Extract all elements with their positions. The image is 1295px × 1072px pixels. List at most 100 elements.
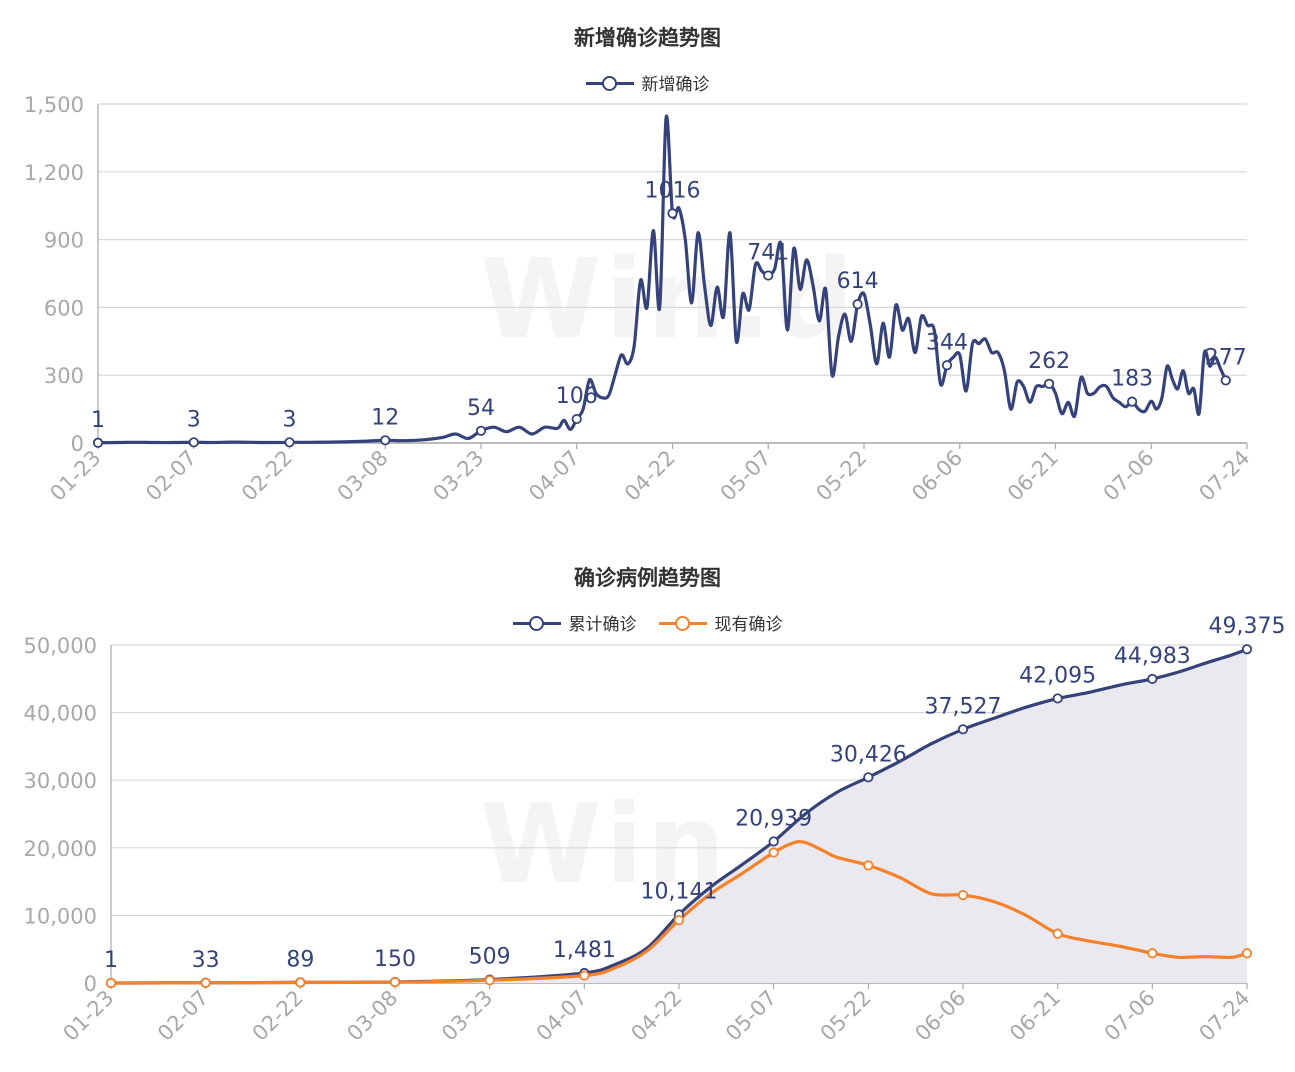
chart-title: 确诊病例趋势图 — [574, 566, 721, 590]
y-tick-label: 20,000 — [24, 837, 97, 861]
daily-new-cases-chart: 新增确诊趋势图 新增确诊 0 300 600 900 1,200 1,500 01-23 02… — [0, 0, 1295, 530]
legend: 新增确诊 — [0, 70, 1295, 95]
data-point — [763, 270, 774, 281]
y-tick-label: 50,000 — [24, 634, 97, 658]
series-line — [97, 114, 1228, 445]
data-point — [1147, 948, 1158, 959]
data-label: 10,141 — [641, 879, 718, 904]
legend-label: 现有确诊 — [714, 615, 783, 635]
y-tick-label: 0 — [71, 432, 84, 456]
data-label: 106 — [556, 384, 598, 409]
legend-line-marker-icon — [585, 75, 634, 91]
legend-item-active[interactable]: 现有确诊 — [658, 610, 783, 635]
legend-line-marker-icon — [658, 615, 707, 631]
x-tick-label: 03-08 — [342, 986, 402, 1046]
data-point — [667, 208, 678, 219]
data-point — [768, 847, 779, 858]
x-tick-label: 07-24 — [1194, 986, 1254, 1046]
x-tick-label: 04-22 — [626, 986, 686, 1046]
data-point — [852, 299, 863, 310]
data-label: 183 — [1111, 367, 1153, 392]
legend-item-cumulative[interactable]: 累计确诊 — [512, 610, 637, 635]
data-point — [579, 970, 590, 981]
data-label: 44,983 — [1114, 644, 1191, 669]
legend-item-daily-new[interactable]: 新增确诊 — [585, 70, 710, 95]
y-tick-label: 10,000 — [24, 904, 97, 928]
data-label: 1016 — [645, 178, 701, 203]
x-tick-label: 05-22 — [816, 986, 876, 1046]
data-label: 741 — [747, 241, 789, 266]
data-point — [92, 437, 104, 448]
data-label: 54 — [467, 396, 495, 421]
y-tick-label: 0 — [84, 972, 97, 996]
y-tick-label: 30,000 — [24, 769, 97, 793]
data-label: 150 — [374, 947, 416, 972]
data-point — [957, 890, 969, 901]
data-point — [105, 977, 117, 989]
data-label: 30,426 — [830, 742, 907, 767]
data-point — [200, 977, 211, 988]
legend-line-marker-icon — [512, 615, 561, 631]
data-label: 3 — [283, 407, 297, 432]
data-point — [389, 977, 401, 988]
data-point — [295, 977, 306, 988]
y-tick-label: 900 — [44, 229, 84, 253]
series-line — [110, 840, 1248, 985]
x-tick-label: 02-07 — [153, 986, 213, 1046]
data-label: 3 — [187, 407, 201, 432]
data-point — [673, 915, 685, 926]
data-point — [768, 836, 779, 847]
data-label: 262 — [1028, 349, 1070, 374]
y-tick-label: 300 — [44, 364, 84, 388]
data-label: 37,527 — [925, 694, 1002, 719]
y-tick-label: 40,000 — [24, 702, 97, 726]
data-label: 509 — [469, 945, 511, 970]
data-point — [957, 724, 969, 735]
x-tick-label: 07-06 — [1100, 986, 1160, 1046]
data-label: 277 — [1205, 345, 1247, 370]
data-label: 344 — [926, 330, 968, 355]
data-point — [1052, 928, 1063, 939]
y-tick-label: 600 — [44, 296, 84, 320]
x-tick-label: 06-21 — [1005, 986, 1065, 1046]
data-label: 42,095 — [1019, 663, 1096, 688]
data-point — [1044, 378, 1055, 389]
y-tick-label: 1,500 — [24, 93, 84, 117]
data-point — [1220, 375, 1231, 386]
data-label: 12 — [371, 405, 399, 430]
data-point — [1052, 693, 1063, 704]
data-label: 614 — [837, 269, 879, 294]
series-area — [111, 649, 1247, 983]
legend-label: 新增确诊 — [641, 75, 710, 95]
data-label: 1 — [91, 408, 105, 433]
data-point — [380, 435, 391, 446]
data-point — [1127, 396, 1138, 407]
y-tick-label: 1,200 — [24, 161, 84, 185]
data-point — [188, 437, 199, 448]
data-point — [1241, 644, 1253, 655]
data-point — [1241, 948, 1253, 959]
x-tick-label: 06-06 — [910, 986, 970, 1046]
data-label: 49,375 — [1209, 614, 1286, 639]
data-point — [571, 413, 582, 425]
x-tick-label: 03-23 — [437, 986, 497, 1046]
x-tick-label: 02-22 — [248, 986, 308, 1046]
x-tick-label: 05-07 — [721, 986, 781, 1046]
legend-label: 累计确诊 — [568, 615, 637, 635]
data-point — [284, 437, 295, 448]
legend: 累计确诊 现有确诊 — [0, 610, 1295, 635]
chart-title: 新增确诊趋势图 — [574, 26, 721, 50]
data-point — [475, 425, 487, 436]
data-label: 1 — [104, 948, 118, 973]
data-point — [484, 975, 495, 986]
data-point — [863, 772, 874, 783]
data-label: 89 — [286, 947, 314, 972]
data-label: 20,939 — [735, 806, 812, 831]
data-point — [863, 860, 874, 871]
data-label: 1,481 — [553, 938, 616, 963]
data-point — [941, 360, 953, 371]
data-label: 33 — [192, 948, 220, 973]
